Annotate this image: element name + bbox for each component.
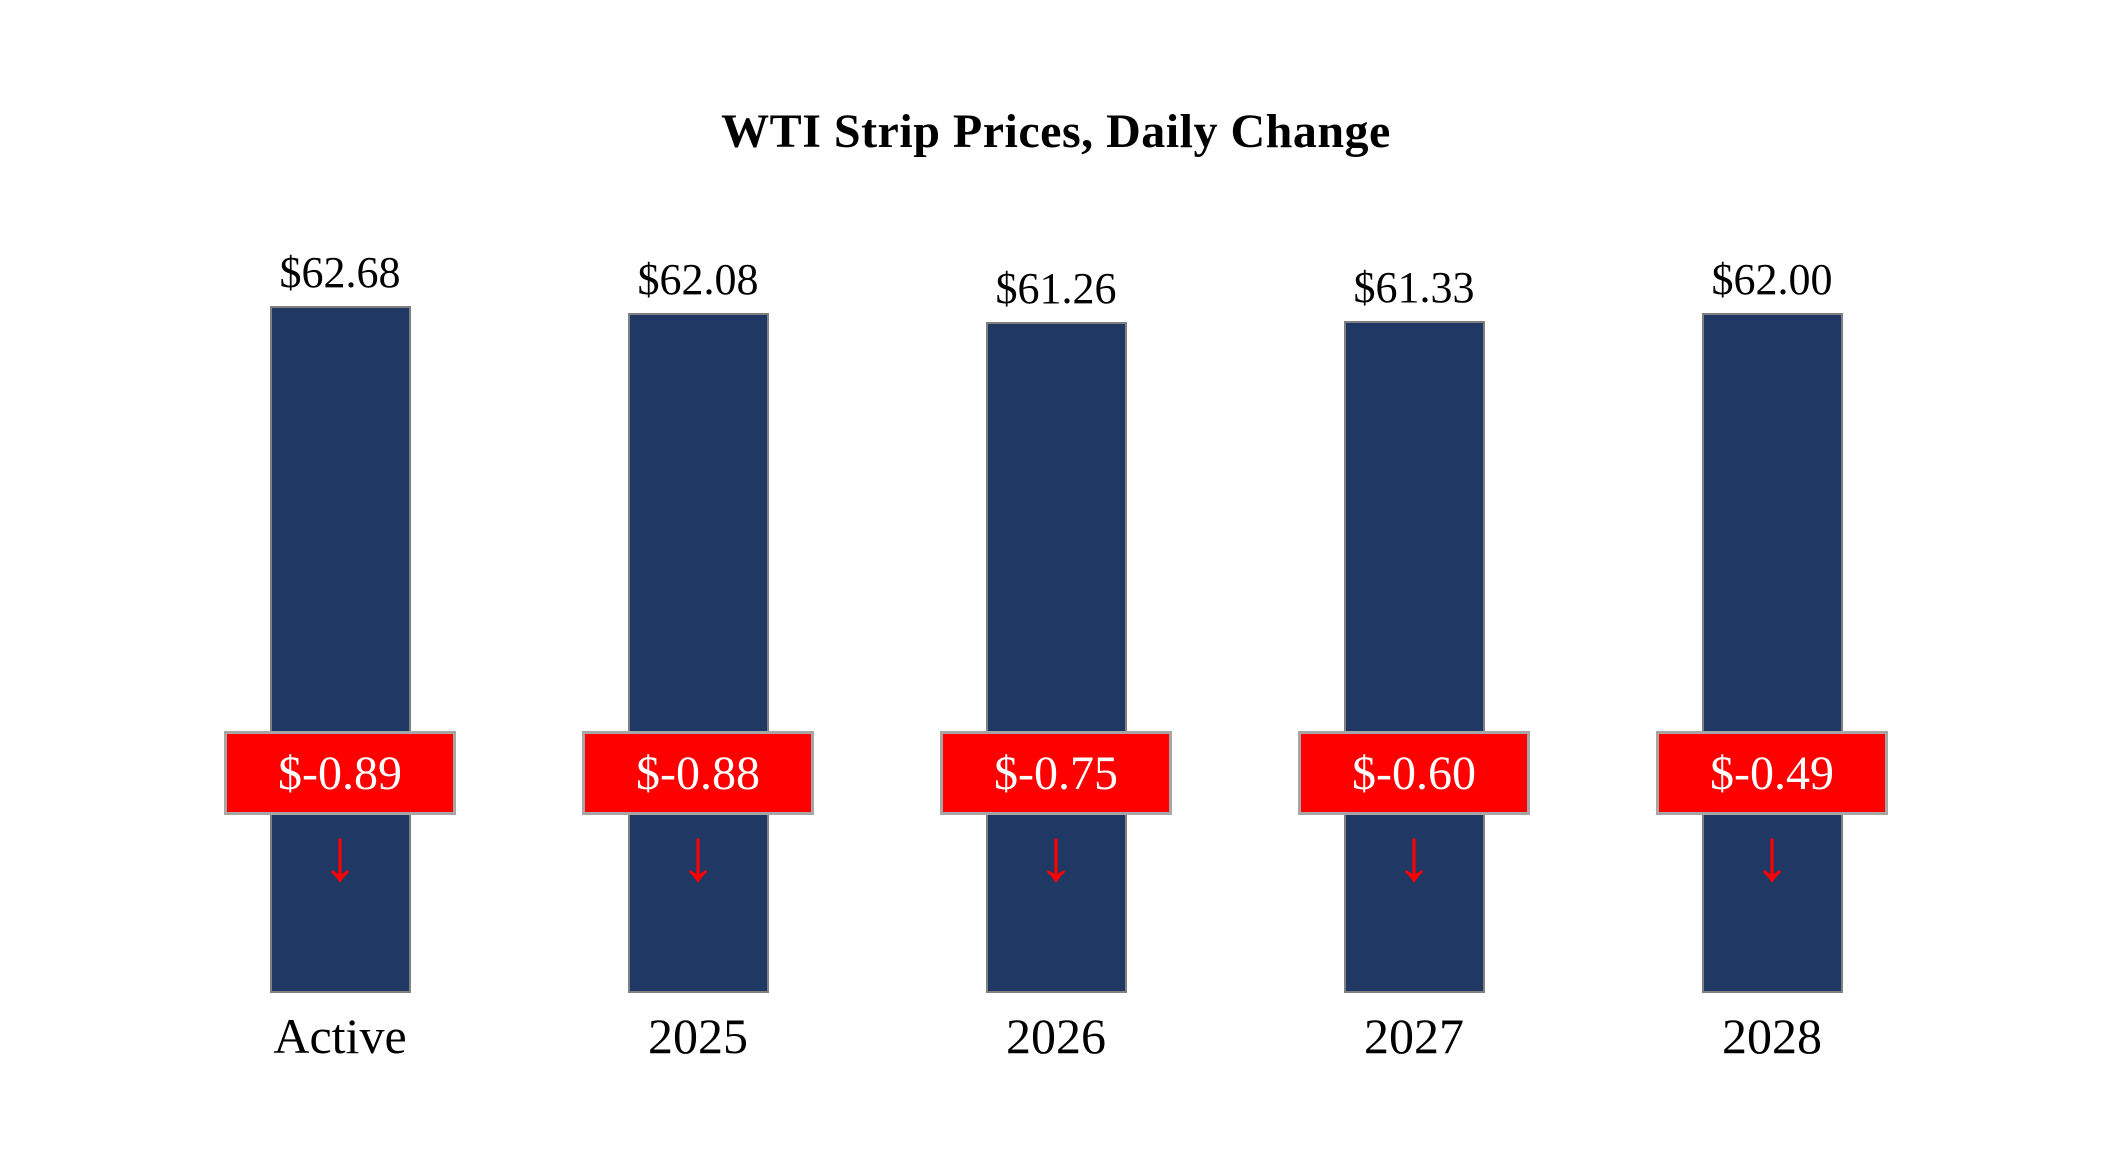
change-label: $-0.49 bbox=[1710, 746, 1834, 800]
change-box: $-0.88 bbox=[582, 731, 814, 815]
price-bar bbox=[269, 306, 411, 993]
category-label: 2025 bbox=[648, 1008, 748, 1064]
bar-column-2027: $61.33 $-0.60 ↓ 2027 bbox=[1298, 233, 1530, 1065]
price-label: $61.26 bbox=[995, 264, 1117, 313]
bar-column-2026: $61.26 $-0.75 ↓ 2026 bbox=[940, 233, 1172, 1065]
category-label: 2027 bbox=[1364, 1008, 1464, 1064]
change-label: $-0.88 bbox=[636, 746, 760, 800]
price-label: $62.08 bbox=[637, 255, 759, 304]
price-bar bbox=[1701, 313, 1843, 993]
change-box: $-0.49 bbox=[1656, 731, 1888, 815]
category-label: 2026 bbox=[1006, 1008, 1106, 1064]
chart-title: WTI Strip Prices, Daily Change bbox=[721, 105, 1391, 158]
chart-plot-area: $62.68 $-0.89 ↓ Active $62.08 $-0.88 ↓ 2… bbox=[0, 233, 2112, 1065]
change-label: $-0.89 bbox=[278, 746, 402, 800]
change-label: $-0.75 bbox=[994, 746, 1118, 800]
price-bar bbox=[627, 313, 769, 993]
change-box: $-0.75 bbox=[940, 731, 1172, 815]
change-box: $-0.60 bbox=[1298, 731, 1530, 815]
price-bar bbox=[985, 322, 1127, 993]
change-box: $-0.89 bbox=[224, 731, 456, 815]
price-label: $62.00 bbox=[1711, 255, 1833, 304]
price-label: $62.68 bbox=[279, 248, 401, 297]
change-label: $-0.60 bbox=[1352, 746, 1476, 800]
category-label: Active bbox=[273, 1008, 407, 1064]
price-label: $61.33 bbox=[1353, 263, 1475, 312]
bar-column-active: $62.68 $-0.89 ↓ Active bbox=[224, 233, 456, 1065]
bar-column-2025: $62.08 $-0.88 ↓ 2025 bbox=[582, 233, 814, 1065]
bar-column-2028: $62.00 $-0.49 ↓ 2028 bbox=[1656, 233, 1888, 1065]
price-bar bbox=[1343, 321, 1485, 993]
category-label: 2028 bbox=[1722, 1008, 1822, 1064]
